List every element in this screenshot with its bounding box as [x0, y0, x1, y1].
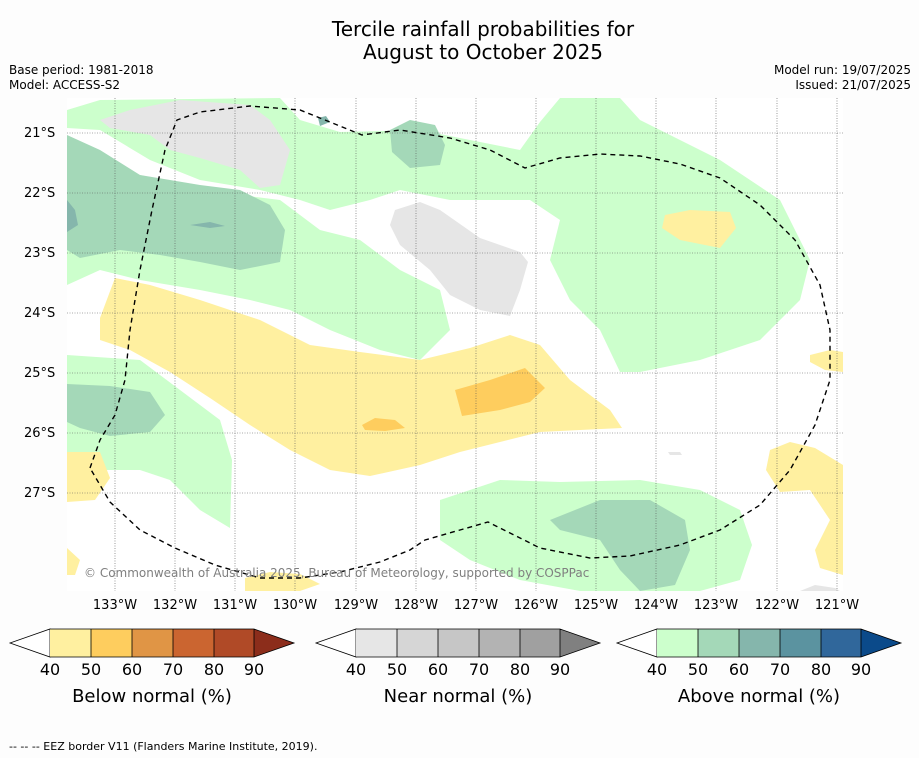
- cbar-tick: 80: [203, 660, 225, 679]
- cbar-tick: 50: [386, 660, 408, 679]
- cbar-min-triangle: [8, 628, 51, 658]
- cbar-segment: [739, 629, 780, 657]
- cbar-segment: [397, 629, 438, 657]
- cbar-tick: 90: [850, 660, 872, 679]
- below-normal-60-region: [455, 368, 545, 416]
- lon-label: 133°W: [92, 598, 138, 613]
- above-normal-colorbar: [615, 628, 903, 658]
- lat-label: 26°S: [24, 426, 56, 441]
- issued-date: Issued: 21/07/2025: [795, 78, 911, 92]
- meta-left: Base period: 1981-2018 Model: ACCESS-S2: [9, 63, 154, 93]
- cbar-segment: [356, 629, 397, 657]
- above-normal-label: Above normal (%): [677, 686, 841, 707]
- near-normal-region: [390, 202, 528, 316]
- near-normal-region: [100, 100, 290, 188]
- cbar-segment: [214, 629, 254, 657]
- below-normal-60-region: [362, 418, 405, 431]
- lon-label: 131°W: [212, 598, 258, 613]
- cbar-tick: 60: [121, 660, 143, 679]
- lon-label: 130°W: [272, 598, 318, 613]
- cbar-tick: 50: [80, 660, 102, 679]
- cbar-tick: 70: [769, 660, 791, 679]
- eez-border: [89, 105, 831, 579]
- cbar-tick: 40: [646, 660, 668, 679]
- cbar-segment: [520, 629, 560, 657]
- below-normal-colorbar: [8, 628, 296, 658]
- cbar-tick: 90: [243, 660, 265, 679]
- cbar-tick: 40: [39, 660, 61, 679]
- near-normal-colorbar: [314, 628, 602, 658]
- lat-label: 25°S: [24, 366, 56, 381]
- cbar-min-triangle: [615, 628, 658, 658]
- cbar-tick: 50: [687, 660, 709, 679]
- base-period: Base period: 1981-2018: [9, 63, 154, 77]
- map-title: Tercile rainfall probabilities for Augus…: [0, 18, 919, 64]
- below-normal-region: [67, 452, 110, 502]
- near-normal-region: [800, 585, 840, 591]
- cbar-tick: 60: [427, 660, 449, 679]
- cbar-tick: 70: [468, 660, 490, 679]
- lon-label: 122°W: [754, 598, 800, 613]
- cbar-tick: 80: [810, 660, 832, 679]
- eez-footnote: -- -- -- EEZ border V11 (Flanders Marine…: [9, 740, 318, 753]
- below-normal-region: [766, 442, 843, 575]
- copyright-notice: © Commonwealth of Australia 2025, Bureau…: [84, 566, 590, 580]
- cbar-tick: 80: [509, 660, 531, 679]
- lon-label: 123°W: [693, 598, 739, 613]
- cbar-segment: [657, 629, 698, 657]
- model-run-date: Model run: 19/07/2025: [773, 63, 911, 77]
- lon-label: 127°W: [453, 598, 499, 613]
- lat-label: 21°S: [24, 126, 56, 141]
- longitude-gridlines: [114, 98, 838, 591]
- below-normal-region: [67, 548, 80, 575]
- cbar-tick: 60: [728, 660, 750, 679]
- lat-label: 22°S: [24, 186, 56, 201]
- lon-label: 126°W: [513, 598, 559, 613]
- cbar-segment: [132, 629, 173, 657]
- cbar-segment: [438, 629, 479, 657]
- cbar-segment: [698, 629, 739, 657]
- title-line-1: Tercile rainfall probabilities for: [331, 17, 635, 41]
- cbar-segment: [173, 629, 214, 657]
- above-normal-60-region: [550, 500, 690, 591]
- near-normal-speck: [668, 452, 682, 455]
- cbar-tick: 40: [345, 660, 367, 679]
- probability-map: [67, 98, 843, 591]
- cbar-min-triangle: [314, 628, 357, 658]
- above-normal-60-region: [390, 120, 445, 168]
- lon-label: 128°W: [393, 598, 439, 613]
- below-normal-region: [245, 572, 320, 591]
- cbar-max-triangle: [861, 629, 901, 657]
- cbar-segment: [50, 629, 91, 657]
- above-normal-70-region: [190, 222, 225, 228]
- cbar-segment: [91, 629, 132, 657]
- cbar-segment: [780, 629, 821, 657]
- cbar-segment: [821, 629, 861, 657]
- above-normal-70-region: [67, 200, 78, 232]
- below-normal-region: [810, 350, 843, 372]
- below-normal-region: [100, 278, 622, 476]
- lon-label: 124°W: [633, 598, 679, 613]
- cbar-max-triangle: [254, 629, 294, 657]
- title-line-2: August to October 2025: [362, 40, 604, 64]
- cbar-segment: [479, 629, 520, 657]
- meta-right: Model run: 19/07/2025 Issued: 21/07/2025: [774, 63, 911, 93]
- model-name: Model: ACCESS-S2: [9, 78, 121, 92]
- lon-label: 129°W: [333, 598, 379, 613]
- cbar-tick: 70: [162, 660, 184, 679]
- cbar-max-triangle: [560, 629, 600, 657]
- above-normal-60-region: [67, 135, 285, 270]
- lat-label: 24°S: [24, 306, 56, 321]
- lon-label: 121°W: [814, 598, 860, 613]
- lon-label: 125°W: [573, 598, 619, 613]
- cbar-tick: 90: [549, 660, 571, 679]
- lat-label: 27°S: [24, 486, 56, 501]
- lat-label: 23°S: [24, 246, 56, 261]
- latitude-gridlines: [67, 132, 843, 494]
- near-normal-label: Near normal (%): [383, 686, 533, 707]
- lon-label: 132°W: [152, 598, 198, 613]
- below-normal-label: Below normal (%): [72, 686, 232, 707]
- below-normal-region: [662, 210, 736, 248]
